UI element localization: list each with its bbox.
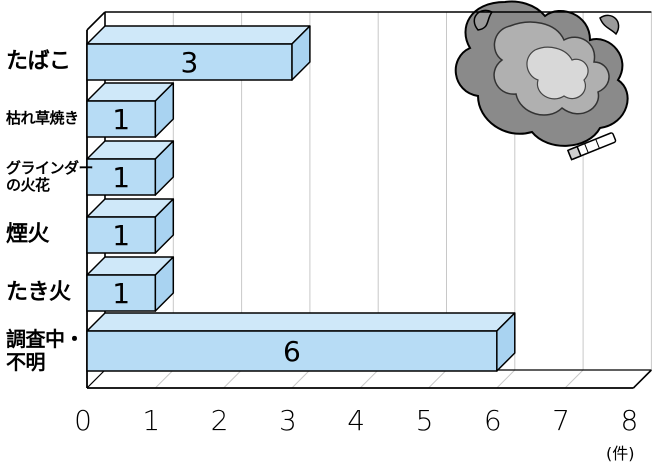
category-label-2: グラインダー の火花	[6, 158, 94, 194]
bar-top-face	[86, 312, 516, 332]
x-axis-ticks: 0 1 2 3 4 5 6 7 8	[74, 404, 638, 437]
unit-label: (件)	[606, 444, 635, 463]
bar-0: 3	[86, 25, 311, 81]
cigarette-icon	[566, 132, 617, 161]
x-tick-label-7: 7	[552, 404, 570, 437]
bar-front-face	[86, 158, 157, 196]
x-tick-label-3: 3	[279, 404, 297, 437]
flame-inner	[526, 46, 589, 100]
bar-4: 1	[86, 256, 175, 312]
chart-frame	[86, 11, 652, 389]
bar-front-face	[86, 274, 157, 312]
category-label-5: 調査中・ 不明	[6, 327, 85, 374]
x-tick-label-8: 8	[620, 404, 638, 437]
bar-front-face	[86, 216, 157, 254]
x-tick-label-5: 5	[416, 404, 434, 437]
floor-gridline-4	[359, 369, 379, 389]
floor-gridline-7	[564, 369, 584, 389]
flame-tongue-right	[599, 14, 620, 36]
category-label-3: 煙火	[6, 222, 50, 248]
bar-front-face	[86, 43, 293, 81]
floor-gridline-1	[154, 369, 174, 389]
floor-gridline-6	[496, 369, 516, 389]
bar-2: 1	[86, 140, 175, 196]
x-tick-label-1: 1	[142, 404, 160, 437]
category-label-4: たき火	[6, 280, 71, 306]
bar-3: 1	[86, 198, 175, 254]
bar-front-face	[86, 330, 498, 372]
bar-value-label-4: 1	[112, 277, 130, 310]
bar-value-label-2: 1	[112, 161, 130, 194]
fire-smoke-illustration	[454, 0, 629, 161]
bar-value-label-0: 3	[181, 46, 199, 79]
bar-value-label-3: 1	[112, 219, 130, 252]
floor-left-diagonal	[86, 369, 106, 389]
bar-front-face	[86, 100, 157, 138]
floor-gridline-3	[291, 369, 311, 389]
bar-value-label-1: 1	[112, 103, 130, 136]
x-tick-label-2: 2	[211, 404, 229, 437]
bar-5: 6	[86, 312, 516, 372]
bars: 3 1 1 1 1 6	[86, 25, 516, 372]
x-tick-label-6: 6	[484, 404, 502, 437]
x-tick-label-0: 0	[74, 404, 92, 437]
bar-1: 1	[86, 82, 175, 138]
bar-value-label-5: 6	[283, 335, 301, 368]
category-label-0: たばこ	[6, 49, 71, 75]
category-label-1: 枯れ草焼き	[6, 109, 79, 128]
y-axis-top-diagonal	[86, 11, 106, 31]
floor-right-diagonal	[632, 369, 652, 389]
floor-gridline-5	[428, 369, 447, 389]
floor-gridline-2	[223, 369, 242, 389]
bar-top-face	[86, 25, 311, 45]
x-tick-label-4: 4	[347, 404, 365, 437]
